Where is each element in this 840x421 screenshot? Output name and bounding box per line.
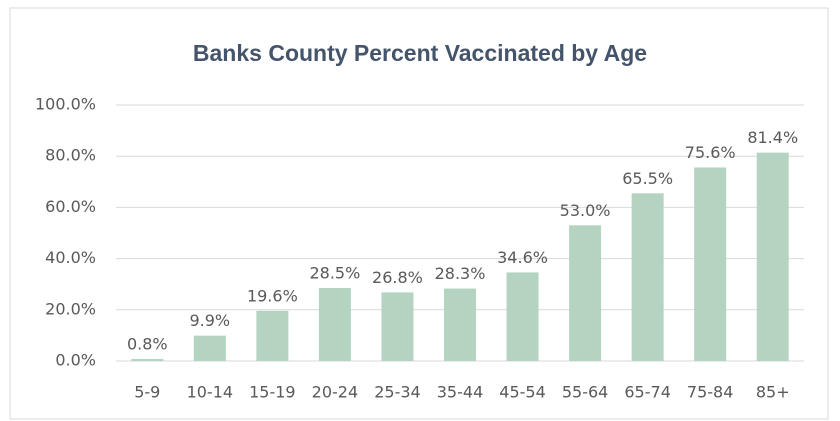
value-label: 75.6%: [685, 143, 736, 162]
x-tick-label: 65-74: [624, 383, 671, 402]
x-tick-label: 55-64: [562, 383, 609, 402]
x-tick-label: 85+: [756, 383, 790, 402]
x-tick-label: 20-24: [312, 383, 359, 402]
value-label: 81.4%: [747, 128, 798, 147]
value-label: 28.3%: [435, 264, 486, 283]
value-label: 65.5%: [622, 169, 673, 188]
x-tick-label: 5-9: [134, 383, 160, 402]
y-tick-label: 100.0%: [35, 95, 96, 114]
value-label: 19.6%: [247, 286, 298, 305]
y-tick-label: 20.0%: [45, 299, 96, 318]
value-label: 28.5%: [309, 264, 360, 283]
bar: [256, 310, 289, 361]
value-label: 53.0%: [560, 201, 611, 220]
y-tick-label: 80.0%: [45, 146, 96, 165]
chart-frame: [9, 7, 829, 420]
x-tick-label: 75-84: [687, 383, 734, 402]
y-tick-label: 40.0%: [45, 248, 96, 267]
y-tick-label: 0.0%: [55, 351, 96, 370]
bar: [569, 225, 602, 361]
bar: [756, 152, 789, 361]
value-label: 0.8%: [127, 334, 168, 353]
x-tick-label: 45-54: [499, 383, 546, 402]
bar: [444, 288, 476, 361]
x-tick-label: 15-19: [249, 383, 296, 402]
bar: [631, 193, 664, 361]
value-label: 34.6%: [497, 248, 548, 267]
bar: [131, 358, 164, 361]
value-label: 9.9%: [189, 311, 230, 330]
x-tick-label: 25-34: [374, 383, 421, 402]
bar: [381, 292, 414, 361]
value-label: 26.8%: [372, 268, 423, 287]
x-tick-label: 10-14: [187, 383, 234, 402]
bar: [318, 288, 351, 361]
y-tick-label: 60.0%: [45, 197, 96, 216]
chart-title: Banks County Percent Vaccinated by Age: [193, 40, 647, 66]
bar: [193, 335, 226, 361]
x-tick-label: 35-44: [437, 383, 484, 402]
bar: [694, 167, 727, 361]
bar: [506, 272, 539, 361]
